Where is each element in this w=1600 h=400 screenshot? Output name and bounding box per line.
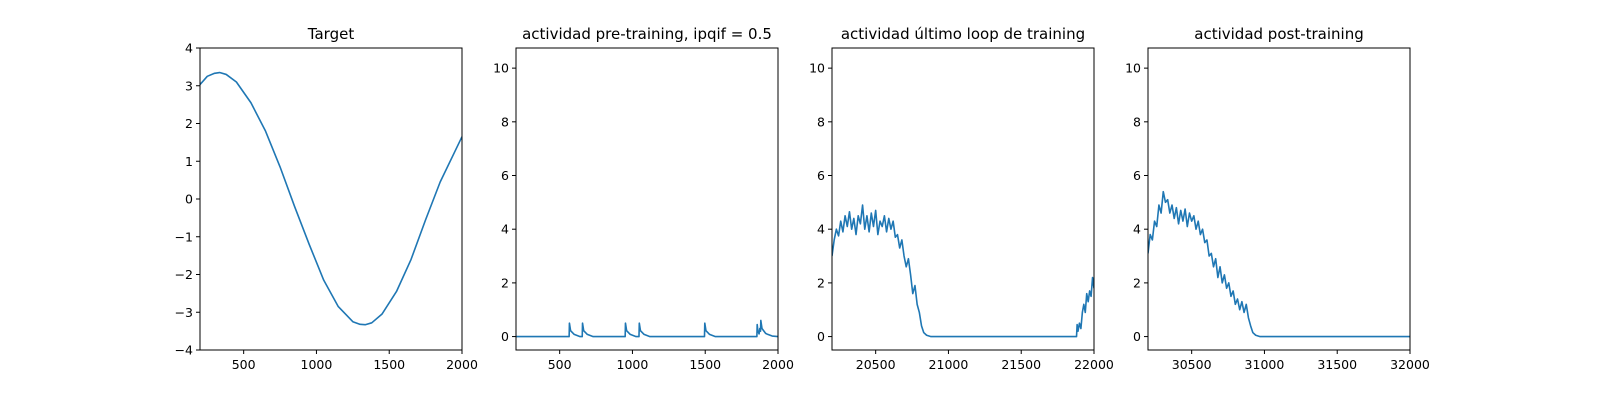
x-tick-label: 30500 — [1172, 357, 1212, 372]
series-line — [200, 71, 462, 326]
x-tick-label: 32000 — [1390, 357, 1430, 372]
y-tick-label: 6 — [501, 168, 509, 183]
x-tick-label: 1000 — [617, 357, 649, 372]
axes-frame — [515, 47, 779, 351]
y-tick-label: −1 — [175, 229, 193, 244]
x-tick-label: 500 — [548, 357, 572, 372]
y-tick-label: 4 — [817, 222, 825, 237]
series-line — [832, 204, 1094, 338]
chart-title: actividad post-training — [1194, 25, 1363, 43]
axes-frame — [831, 47, 1095, 351]
y-tick-label: 0 — [185, 192, 193, 207]
y-tick-label: 2 — [1133, 275, 1141, 290]
y-tick-label: −3 — [175, 305, 193, 320]
x-tick-label: 22000 — [1074, 357, 1114, 372]
y-tick-label: 2 — [501, 275, 509, 290]
x-tick-label: 1500 — [689, 357, 721, 372]
y-tick-label: 10 — [809, 61, 825, 76]
y-tick-label: 8 — [817, 114, 825, 129]
chart-title: Target — [307, 25, 355, 43]
x-tick-label: 21000 — [929, 357, 969, 372]
y-tick-label: 2 — [185, 116, 193, 131]
axes-frame — [1147, 47, 1411, 351]
y-tick-label: 0 — [1133, 329, 1141, 344]
x-tick-label: 2000 — [762, 357, 794, 372]
x-tick-label: 31500 — [1317, 357, 1357, 372]
y-tick-label: −4 — [175, 343, 193, 358]
x-tick-label: 20500 — [856, 357, 896, 372]
y-tick-label: 4 — [185, 41, 193, 56]
y-tick-label: 3 — [185, 78, 193, 93]
x-tick-label: 21500 — [1001, 357, 1041, 372]
y-tick-label: −2 — [175, 267, 193, 282]
y-tick-label: 0 — [817, 329, 825, 344]
y-tick-label: 6 — [817, 168, 825, 183]
y-tick-label: 4 — [1133, 222, 1141, 237]
subplot-post-training: actividad post-training 30500 31000 31500 32… — [1125, 25, 1430, 372]
subplot-target: Target 500 1000 1500 2000 −4 −3 −2 −1 0 1 2 3 4 — [175, 25, 478, 372]
chart-title: actividad último loop de training — [841, 25, 1085, 43]
y-tick-label: 0 — [501, 329, 509, 344]
x-tick-label: 31000 — [1245, 357, 1285, 372]
chart-title: actividad pre-training, ipqif = 0.5 — [522, 25, 772, 43]
subplot-pre-training: actividad pre-training, ipqif = 0.5 500 10… — [493, 25, 794, 372]
x-tick-label: 500 — [232, 357, 256, 372]
x-tick-label: 1000 — [301, 357, 333, 372]
y-tick-label: 10 — [493, 61, 509, 76]
series-line — [516, 319, 778, 338]
y-tick-label: 10 — [1125, 61, 1141, 76]
y-tick-label: 8 — [1133, 114, 1141, 129]
y-tick-label: 1 — [185, 154, 193, 169]
x-tick-label: 2000 — [446, 357, 478, 372]
y-tick-label: 4 — [501, 222, 509, 237]
series-line — [1148, 190, 1410, 338]
y-tick-label: 6 — [1133, 168, 1141, 183]
y-tick-label: 2 — [817, 275, 825, 290]
y-tick-label: 8 — [501, 114, 509, 129]
x-tick-label: 1500 — [373, 357, 405, 372]
